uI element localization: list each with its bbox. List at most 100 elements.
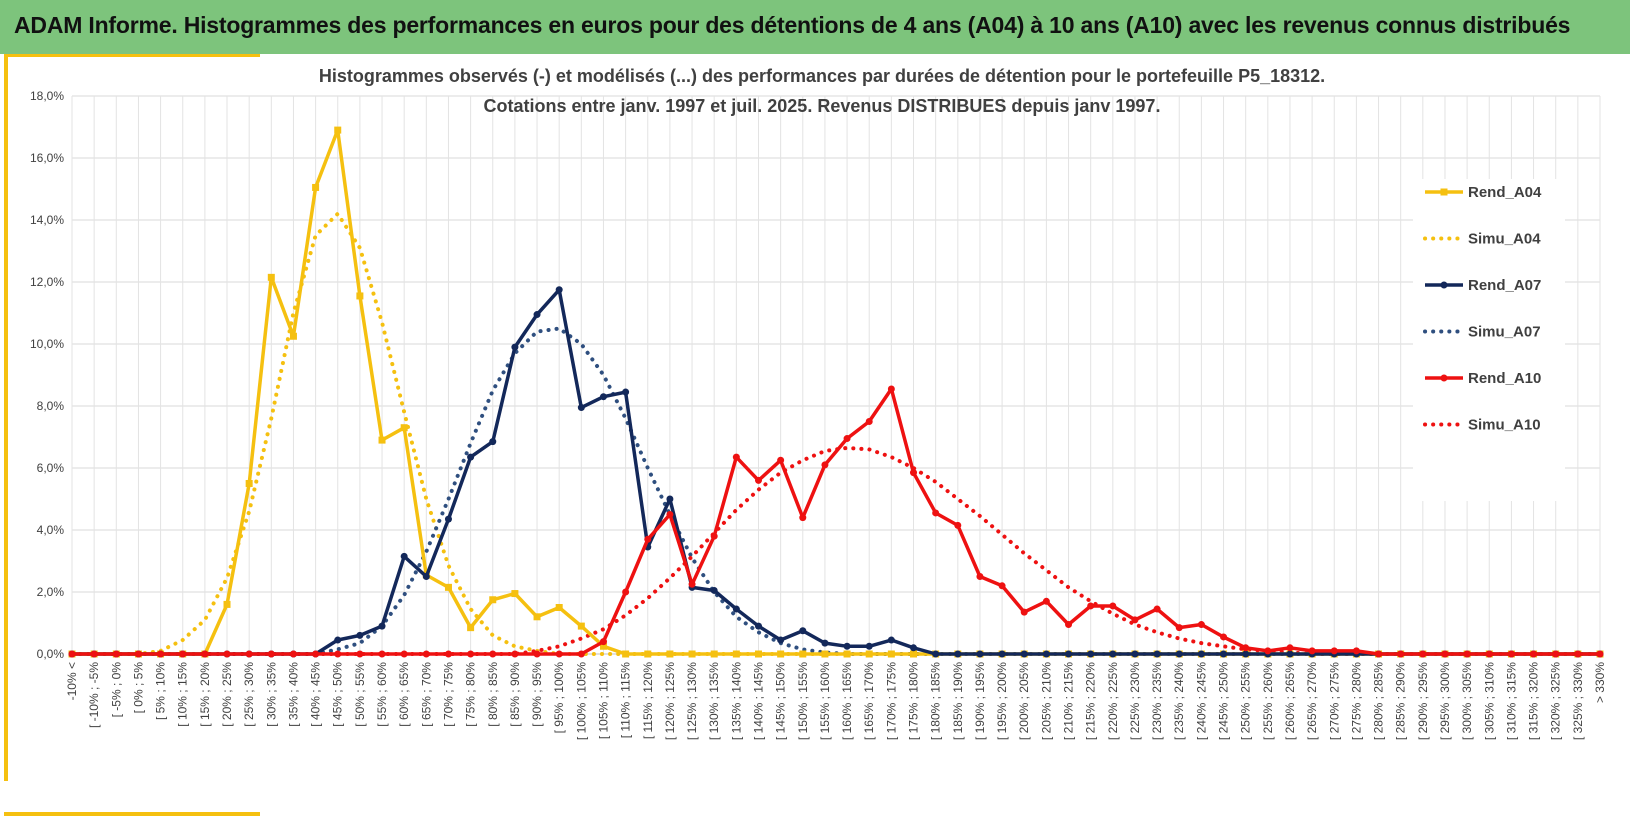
y-tick-label: 12,0% <box>30 275 64 289</box>
data-point-rend-a10 <box>179 650 187 658</box>
x-tick-label: [ 310% ; 315% <box>1504 662 1518 740</box>
data-point-rend-a10 <box>1175 624 1183 632</box>
data-point-rend-a04 <box>511 590 519 598</box>
x-tick-label: [ 50% ; 55% <box>353 662 367 727</box>
y-tick-label: 18,0% <box>30 89 64 103</box>
data-point-rend-a04 <box>666 650 674 658</box>
data-point-rend-a10 <box>1109 602 1117 610</box>
data-point-rend-a10 <box>644 535 652 543</box>
data-point-rend-a07 <box>422 573 430 580</box>
data-point-rend-a10 <box>887 385 895 393</box>
data-point-rend-a04 <box>533 613 541 621</box>
x-tick-label: [ 165% ; 170% <box>862 662 876 740</box>
data-point-rend-a07 <box>865 642 873 650</box>
data-point-rend-a10 <box>68 650 76 658</box>
data-point-rend-a10 <box>356 650 364 658</box>
x-tick-label: -10% < <box>65 662 79 700</box>
data-point-rend-a10 <box>467 650 475 658</box>
data-point-rend-a10 <box>1131 616 1139 624</box>
y-tick-label: 14,0% <box>30 213 64 227</box>
x-tick-label: [ 15% ; 20% <box>198 662 212 727</box>
legend-item-simu-a10: Simu_A10 <box>1423 417 1541 434</box>
data-point-rend-a10 <box>444 650 452 658</box>
data-point-rend-a04 <box>356 292 364 300</box>
data-point-rend-a10 <box>334 650 342 658</box>
chart-frame: 0,0% 2,0% 4,0% 6,0% 8,0% 10,0% 12,0% 14,0% 16,0%… <box>0 54 1630 816</box>
data-point-rend-a04 <box>289 332 297 340</box>
legend-item-rend-a07: Rend_A07 <box>1425 277 1541 294</box>
data-point-rend-a10 <box>910 469 918 477</box>
data-point-rend-a07 <box>1286 650 1294 658</box>
data-point-rend-a07 <box>622 388 630 396</box>
data-point-rend-a04 <box>732 650 740 658</box>
data-point-rend-a10 <box>710 532 718 540</box>
data-point-rend-a07 <box>910 644 918 652</box>
data-point-rend-a04 <box>865 650 873 658</box>
y-tick-label: 6,0% <box>37 461 65 475</box>
x-tick-label: [ 295% ; 300% <box>1438 662 1452 740</box>
x-tick-label: [ 95% ; 100% <box>552 662 566 734</box>
x-tick-label: [ 275% ; 280% <box>1349 662 1363 740</box>
x-tick-label: [ 255% ; 260% <box>1261 662 1275 740</box>
data-point-rend-a10 <box>599 638 607 646</box>
data-point-rend-a10 <box>1020 608 1028 616</box>
legend-item-simu-a07: Simu_A07 <box>1423 324 1541 341</box>
data-point-rend-a10 <box>1530 650 1538 658</box>
data-point-rend-a07 <box>710 586 718 594</box>
data-point-rend-a07 <box>1153 650 1161 658</box>
data-point-rend-a04 <box>887 650 895 658</box>
x-tick-label: [ 55% ; 60% <box>375 662 389 727</box>
data-point-rend-a10 <box>1264 647 1272 655</box>
series-line-rend-a10 <box>72 387 1600 656</box>
data-point-rend-a10 <box>1242 644 1250 652</box>
x-tick-label: [ -5% ; 0% <box>109 662 123 718</box>
x-tick-label: [ 215% ; 220% <box>1084 662 1098 740</box>
data-point-rend-a10 <box>157 650 165 658</box>
data-point-rend-a10 <box>1463 650 1471 658</box>
x-tick-label: [ 230% ; 235% <box>1150 662 1164 740</box>
x-tick-label: [ 220% ; 225% <box>1106 662 1120 740</box>
x-tick-label: [ 140% ; 145% <box>751 662 765 740</box>
data-point-rend-a10 <box>555 650 563 658</box>
x-tick-label: [ 75% ; 80% <box>464 662 478 727</box>
data-point-rend-a07 <box>976 650 984 658</box>
x-tick-label: [ 315% ; 320% <box>1527 662 1541 740</box>
data-point-rend-a07 <box>932 650 940 658</box>
data-point-rend-a04 <box>577 622 585 630</box>
data-point-rend-a10 <box>1397 650 1405 658</box>
data-point-rend-a07 <box>533 311 541 319</box>
data-point-rend-a04 <box>378 436 386 444</box>
data-point-rend-a10 <box>312 650 320 658</box>
data-point-rend-a10 <box>622 588 630 596</box>
data-point-rend-a04 <box>334 126 342 134</box>
chart-axes: 0,0% 2,0% 4,0% 6,0% 8,0% 10,0% 12,0% 14,0% 16,0%… <box>30 89 1607 740</box>
data-point-rend-a04 <box>777 650 785 658</box>
x-tick-label: [ 120% ; 125% <box>663 662 677 740</box>
x-tick-label: [ 200% ; 205% <box>1017 662 1031 740</box>
data-point-rend-a07 <box>467 453 475 461</box>
data-point-rend-a04 <box>312 183 320 191</box>
y-tick-label: 8,0% <box>37 399 65 413</box>
data-point-rend-a04 <box>489 596 497 604</box>
data-point-rend-a10 <box>533 650 541 658</box>
data-point-rend-a10 <box>400 650 408 658</box>
x-tick-label: [ 265% ; 270% <box>1305 662 1319 740</box>
data-point-rend-a10 <box>1042 597 1050 605</box>
data-point-rend-a10 <box>245 650 253 658</box>
data-point-rend-a10 <box>511 650 519 658</box>
legend-label: Simu_A07 <box>1468 324 1541 341</box>
legend-marker <box>1440 374 1448 382</box>
legend-label: Simu_A04 <box>1468 231 1541 248</box>
data-point-rend-a10 <box>843 435 851 443</box>
x-tick-label: [ 0% ; 5% <box>131 662 145 714</box>
legend-marker <box>1440 281 1448 289</box>
data-point-rend-a10 <box>289 650 297 658</box>
data-point-rend-a04 <box>467 624 475 632</box>
legend-item-rend-a10: Rend_A10 <box>1425 370 1541 387</box>
x-tick-label: [ 85% ; 90% <box>508 662 522 727</box>
data-point-rend-a10 <box>732 453 740 461</box>
data-point-rend-a10 <box>1197 621 1205 629</box>
data-point-rend-a10 <box>932 509 940 517</box>
data-point-rend-a10 <box>1220 633 1228 641</box>
top-accent-bar <box>4 54 260 57</box>
